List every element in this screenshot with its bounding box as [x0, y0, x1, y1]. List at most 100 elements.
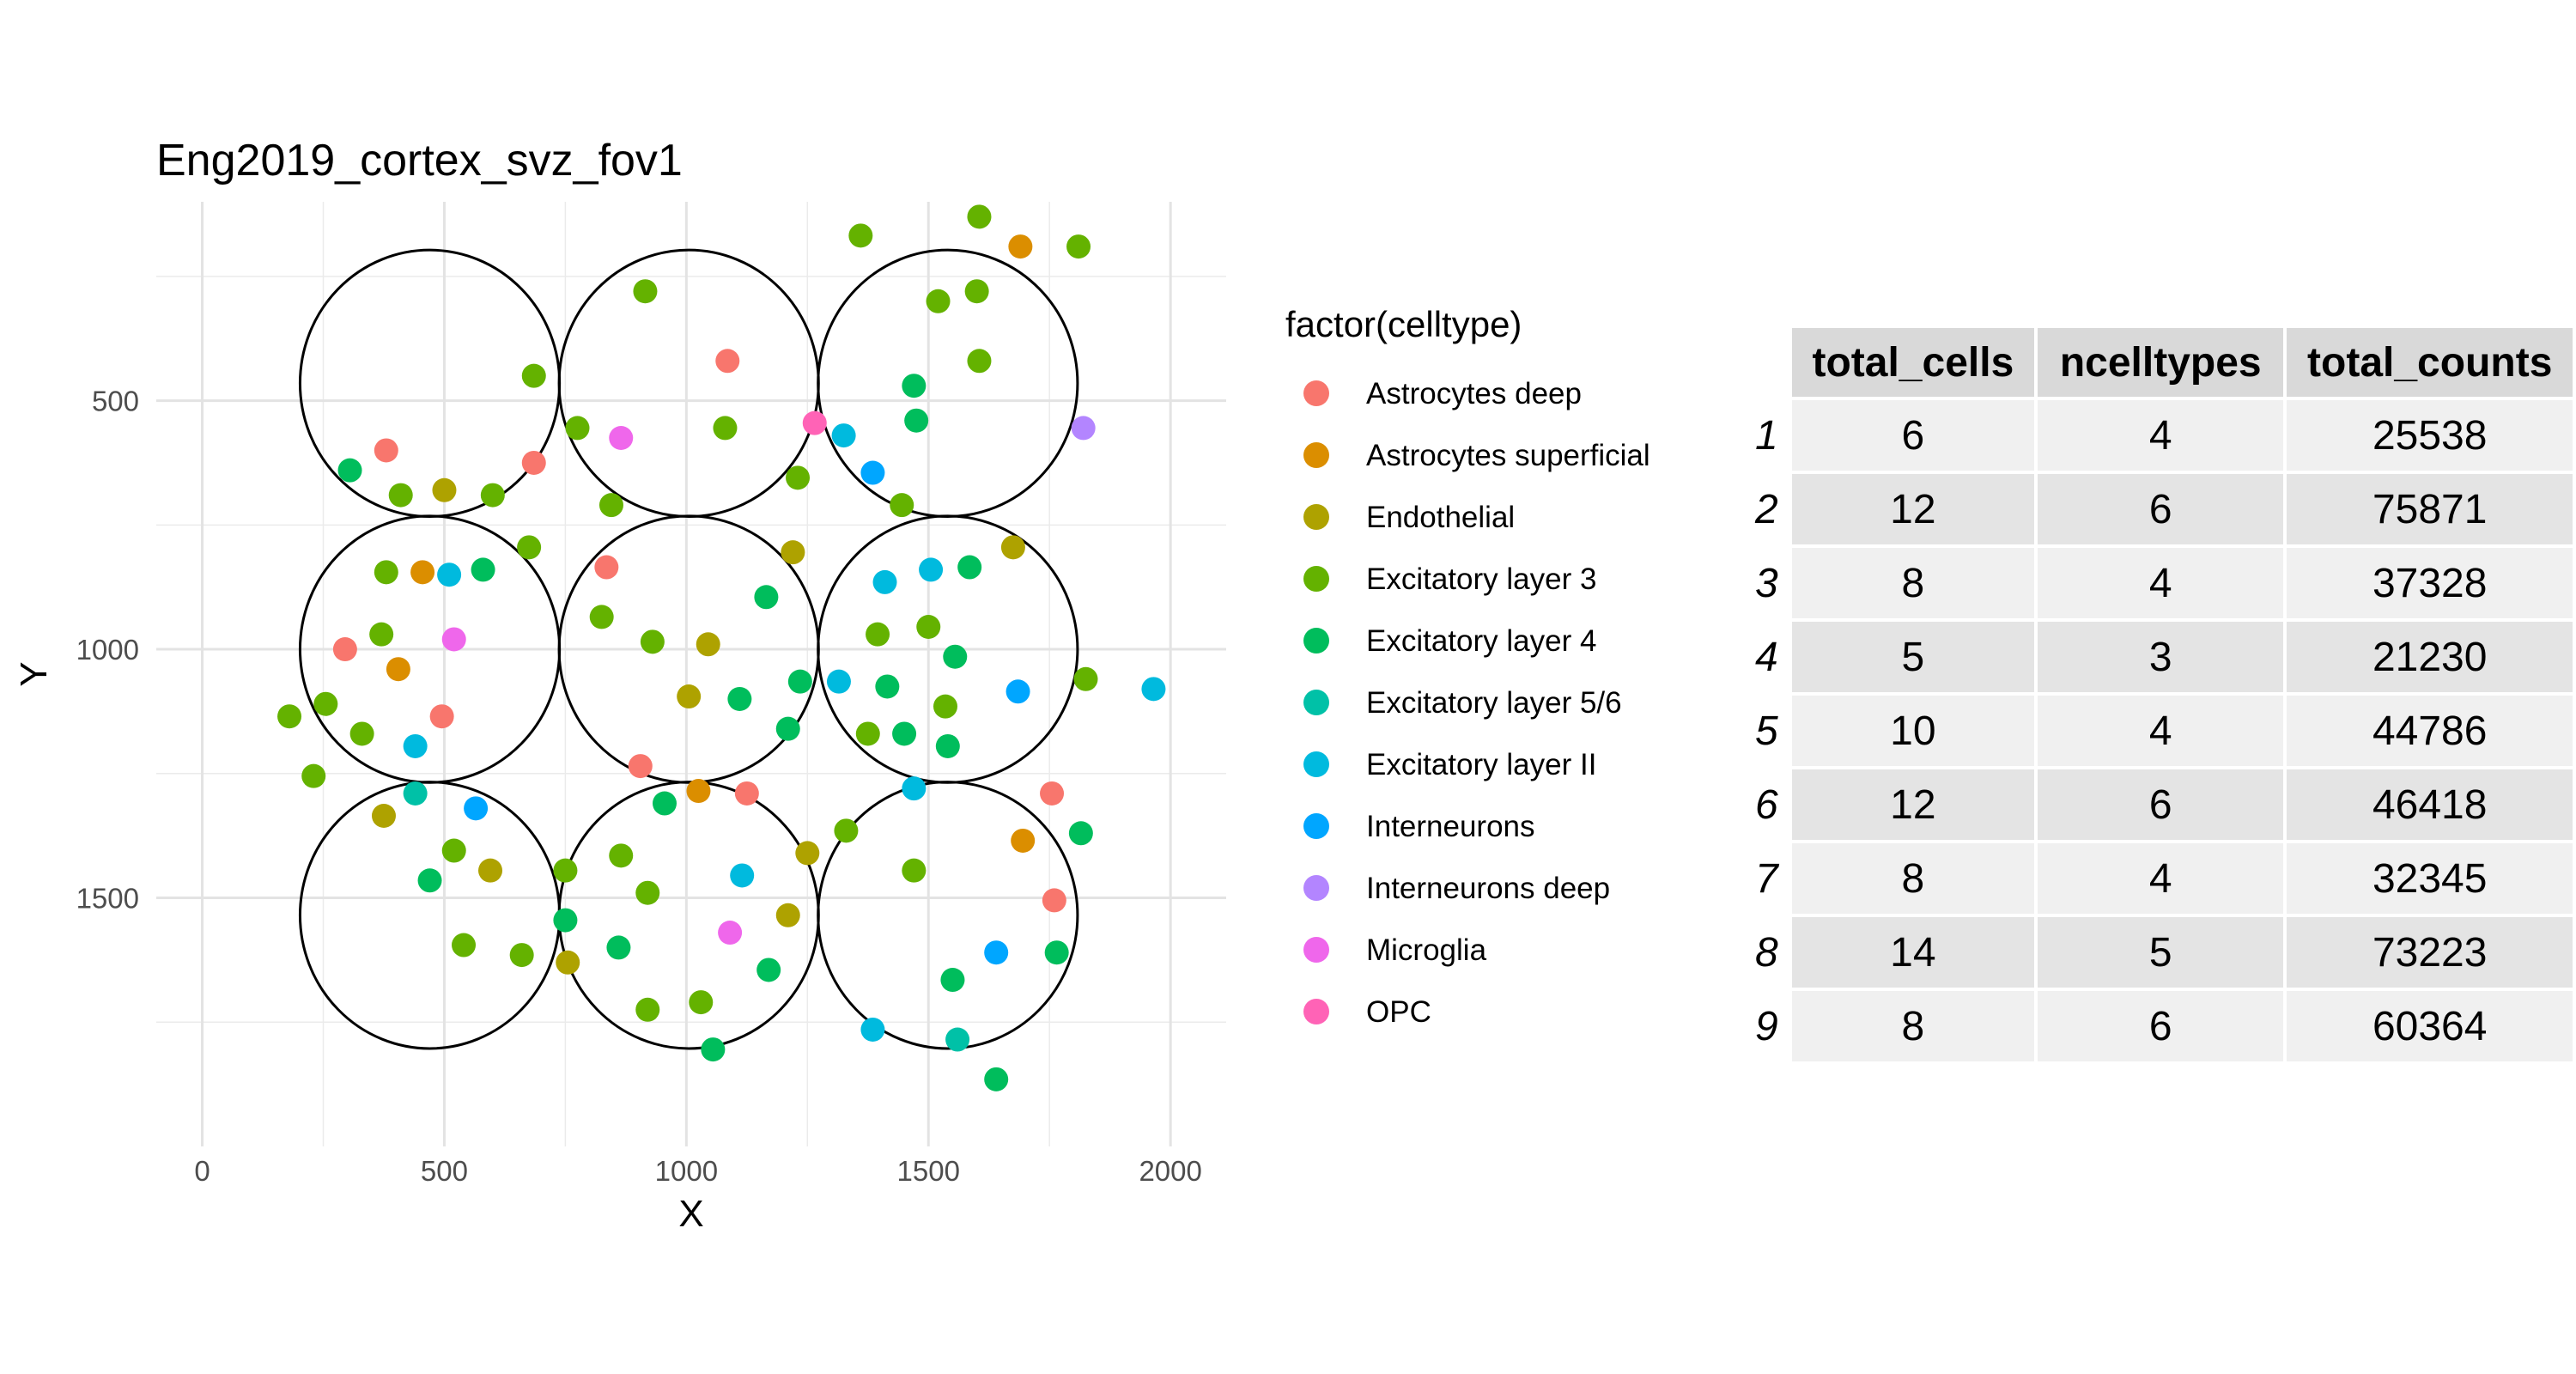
data-point — [598, 493, 623, 518]
data-point — [1008, 234, 1033, 259]
data-point — [677, 684, 702, 709]
data-point — [1071, 416, 1096, 441]
data-point — [916, 615, 941, 639]
data-point — [940, 968, 965, 993]
neighborhood-circle — [557, 248, 820, 518]
data-point — [313, 691, 338, 716]
data-point — [834, 818, 859, 843]
data-point — [441, 838, 466, 863]
data-point — [1005, 679, 1030, 704]
table-row: 7 8 4 32345 — [1755, 843, 2573, 914]
x-axis-ticks: 0 500 1000 1500 2000 — [194, 1155, 1201, 1187]
data-point — [919, 557, 944, 582]
data-point — [831, 423, 856, 448]
data-point — [902, 374, 927, 398]
data-point — [730, 863, 755, 888]
data-point — [471, 557, 495, 582]
data-point — [589, 605, 614, 629]
data-point — [1066, 234, 1091, 259]
table-cell-total-cells: 14 — [1791, 917, 2035, 988]
data-point — [452, 933, 477, 958]
data-point — [635, 997, 660, 1022]
data-point — [775, 716, 800, 741]
data-point — [734, 781, 759, 806]
data-point — [943, 644, 968, 669]
data-point — [1011, 828, 1036, 853]
data-point — [866, 622, 890, 647]
table-row: 5 10 4 44786 — [1755, 696, 2573, 766]
data-point — [628, 754, 653, 779]
table-row-id: 2 — [1755, 474, 1789, 544]
table-cell-ncelltypes: 6 — [2038, 991, 2284, 1061]
data-point — [686, 779, 711, 804]
summary-table: total_cells ncelltypes total_counts 1 6 … — [1752, 325, 2576, 1065]
table-cell-ncelltypes: 4 — [2038, 843, 2284, 914]
table-cell-total-counts: 75871 — [2287, 474, 2573, 544]
table-row-id: 8 — [1755, 917, 1789, 988]
data-point — [553, 908, 578, 933]
data-point — [556, 950, 580, 975]
data-point — [417, 868, 442, 893]
y-tick-label: 1000 — [76, 634, 139, 666]
data-point — [1040, 781, 1065, 806]
data-point — [855, 721, 880, 746]
table-cell-total-cells: 8 — [1791, 548, 2035, 618]
legend-label: OPC — [1366, 995, 1431, 1029]
data-point — [984, 940, 1009, 965]
data-point — [606, 935, 631, 960]
y-axis-ticks: 500 1000 1500 — [76, 386, 139, 915]
data-point — [388, 483, 413, 508]
x-tick-label: 2000 — [1139, 1155, 1201, 1187]
table-cell-total-counts: 37328 — [2287, 548, 2573, 618]
data-point — [781, 540, 805, 565]
table-row-id: 5 — [1755, 696, 1789, 766]
y-tick-label: 500 — [92, 386, 139, 417]
data-point — [1141, 677, 1166, 702]
table-cell-total-cells: 6 — [1791, 400, 2035, 471]
table-cell-total-cells: 5 — [1791, 622, 2035, 692]
legend: factor(celltype) Astrocytes deep Astrocyt… — [1285, 304, 1650, 1029]
data-point — [875, 674, 900, 699]
table-cell-ncelltypes: 4 — [2038, 548, 2284, 618]
table-cell-total-counts: 44786 — [2287, 696, 2573, 766]
table-cell-total-counts: 46418 — [2287, 769, 2573, 840]
cell-points — [277, 204, 1166, 1091]
legend-label: Excitatory layer 3 — [1366, 562, 1596, 596]
table-cell-total-cells: 10 — [1791, 696, 2035, 766]
plot-title: Eng2019_cortex_svz_fov1 — [156, 136, 683, 185]
data-point — [337, 458, 362, 483]
data-point — [480, 483, 505, 508]
table-row: 4 5 3 21230 — [1755, 622, 2573, 692]
data-point — [967, 349, 992, 374]
legend-label: Excitatory layer II — [1366, 748, 1596, 781]
data-point — [795, 841, 820, 866]
legend-key — [1303, 690, 1329, 715]
data-point — [967, 204, 992, 229]
legend-key — [1303, 813, 1329, 839]
x-tick-label: 0 — [194, 1155, 210, 1187]
legend-label: Interneurons deep — [1366, 872, 1610, 905]
data-point — [926, 289, 951, 313]
data-point — [872, 569, 897, 594]
table-header-ncelltypes: ncelltypes — [2038, 328, 2284, 397]
legend-key — [1303, 875, 1329, 901]
legend-key — [1303, 937, 1329, 963]
data-point — [277, 704, 302, 729]
x-tick-label: 1000 — [655, 1155, 718, 1187]
table-row-id: 7 — [1755, 843, 1789, 914]
legend-key — [1303, 999, 1329, 1024]
data-point — [902, 776, 927, 801]
y-tick-label: 1500 — [76, 883, 139, 915]
data-point — [386, 657, 410, 682]
data-point — [464, 796, 489, 821]
data-point — [713, 416, 738, 441]
data-point — [369, 622, 394, 647]
legend-label: Interneurons — [1366, 810, 1535, 843]
legend-key — [1303, 504, 1329, 530]
data-point — [754, 585, 779, 610]
data-point — [609, 843, 634, 868]
table-row: 9 8 6 60364 — [1755, 991, 2573, 1061]
table-cell-total-cells: 8 — [1791, 843, 2035, 914]
data-point — [1042, 888, 1066, 913]
data-point — [902, 858, 927, 883]
